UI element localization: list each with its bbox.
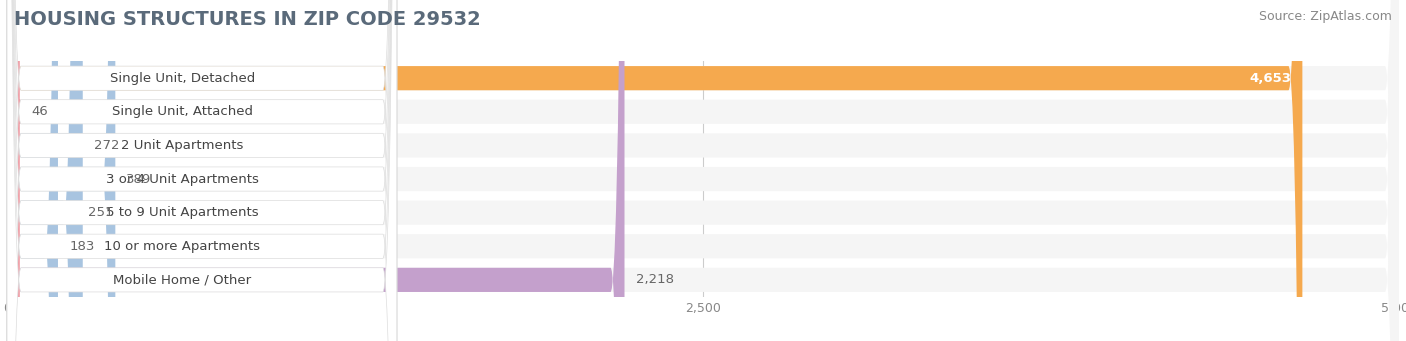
Text: 272: 272 (94, 139, 120, 152)
FancyBboxPatch shape (7, 0, 624, 341)
Text: 46: 46 (31, 105, 48, 118)
FancyBboxPatch shape (7, 0, 1399, 341)
FancyBboxPatch shape (7, 0, 396, 341)
Text: 2 Unit Apartments: 2 Unit Apartments (121, 139, 243, 152)
Text: 389: 389 (127, 173, 152, 186)
FancyBboxPatch shape (7, 0, 396, 341)
FancyBboxPatch shape (7, 0, 58, 341)
FancyBboxPatch shape (7, 0, 1399, 341)
FancyBboxPatch shape (7, 0, 396, 341)
Text: 2,218: 2,218 (636, 273, 673, 286)
FancyBboxPatch shape (7, 0, 1399, 341)
FancyBboxPatch shape (7, 0, 1399, 341)
FancyBboxPatch shape (7, 0, 1399, 341)
FancyBboxPatch shape (7, 0, 115, 341)
FancyBboxPatch shape (7, 0, 1399, 341)
Text: Single Unit, Detached: Single Unit, Detached (110, 72, 254, 85)
FancyBboxPatch shape (6, 0, 21, 341)
FancyBboxPatch shape (7, 0, 1302, 341)
Text: Mobile Home / Other: Mobile Home / Other (114, 273, 252, 286)
FancyBboxPatch shape (7, 0, 77, 341)
Text: Source: ZipAtlas.com: Source: ZipAtlas.com (1258, 10, 1392, 23)
Text: Single Unit, Attached: Single Unit, Attached (112, 105, 253, 118)
Text: 183: 183 (69, 240, 94, 253)
FancyBboxPatch shape (7, 0, 396, 341)
Text: 3 or 4 Unit Apartments: 3 or 4 Unit Apartments (105, 173, 259, 186)
Text: 5 to 9 Unit Apartments: 5 to 9 Unit Apartments (105, 206, 259, 219)
FancyBboxPatch shape (7, 0, 396, 341)
FancyBboxPatch shape (7, 0, 1399, 341)
FancyBboxPatch shape (7, 0, 83, 341)
FancyBboxPatch shape (7, 0, 396, 341)
Text: 10 or more Apartments: 10 or more Apartments (104, 240, 260, 253)
FancyBboxPatch shape (7, 0, 396, 341)
Text: 4,653: 4,653 (1250, 72, 1291, 85)
Text: HOUSING STRUCTURES IN ZIP CODE 29532: HOUSING STRUCTURES IN ZIP CODE 29532 (14, 10, 481, 29)
Text: 251: 251 (89, 206, 114, 219)
